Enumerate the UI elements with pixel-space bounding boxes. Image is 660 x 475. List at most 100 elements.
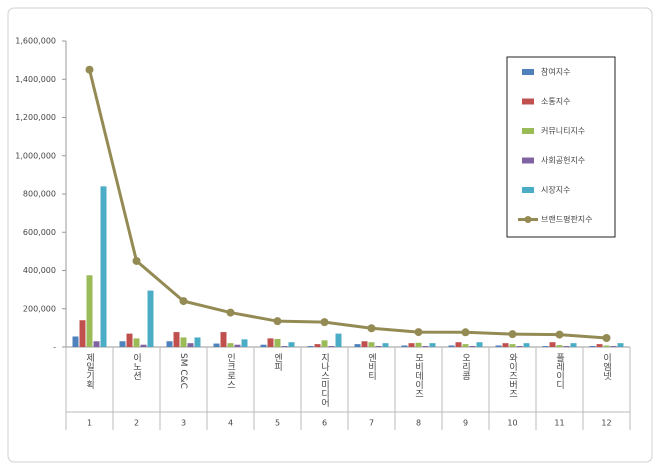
x-tick-label: 오리콤: [460, 353, 470, 380]
category-number: 11: [554, 419, 564, 428]
bar: [610, 346, 617, 347]
bar: [495, 345, 502, 347]
x-tick-label: 인크로스: [225, 353, 235, 389]
bar: [227, 343, 234, 347]
bar: [133, 338, 140, 347]
bar: [502, 343, 509, 347]
bar: [462, 344, 469, 347]
legend-box: [506, 56, 616, 238]
bar: [476, 342, 483, 347]
y-tick-label: 400,000: [23, 266, 56, 275]
category-number: 10: [507, 419, 517, 428]
y-tick-label: 1,400,000: [15, 75, 56, 84]
bar: [354, 344, 361, 347]
bar: [422, 346, 429, 347]
x-tick-label: 플레이디: [554, 353, 564, 390]
y-tick-label: 600,000: [23, 228, 56, 237]
bar: [523, 343, 530, 347]
y-tick-label: 1,200,000: [15, 113, 56, 122]
bar: [147, 290, 154, 347]
legend-swatch: [524, 216, 532, 223]
bar: [448, 345, 455, 347]
category-number: 9: [463, 419, 468, 428]
x-tick-label: 와이즈버즈: [507, 352, 517, 398]
line-marker: [602, 334, 611, 343]
bar: [194, 337, 201, 347]
bar: [469, 346, 476, 347]
legend-label: 참여지수: [541, 67, 570, 77]
x-tick-label: 제일기획: [84, 353, 94, 390]
bar: [288, 342, 295, 347]
bar: [328, 346, 335, 347]
bar: [375, 346, 382, 347]
bar: [180, 337, 187, 347]
bar: [542, 346, 549, 347]
y-tick-label: -: [53, 343, 56, 352]
bar: [79, 320, 86, 347]
bar: [429, 343, 436, 347]
bar: [401, 345, 408, 347]
bar: [382, 343, 389, 347]
bar: [455, 342, 462, 347]
x-tick-label: 지나스미디어: [319, 353, 329, 408]
bar: [213, 343, 220, 347]
bar: [241, 339, 248, 347]
bar: [321, 340, 328, 347]
bar: [314, 344, 321, 347]
category-number: 2: [134, 419, 139, 428]
bar: [556, 345, 563, 347]
legend-label: 소통지수: [541, 97, 570, 106]
legend-label: 커뮤니티지수: [541, 126, 585, 136]
y-tick-label: 1,600,000: [15, 37, 56, 46]
legend-label: 브랜드평판지수: [541, 214, 593, 224]
bar: [570, 343, 577, 347]
category-number: 6: [322, 419, 327, 428]
bar: [549, 342, 556, 347]
x-tick-label: SM C&C: [178, 353, 188, 389]
legend-swatch: [522, 128, 534, 134]
bar: [415, 342, 422, 347]
bar: [260, 344, 267, 347]
x-tick-label: 엔피: [272, 353, 282, 372]
category-number: 8: [416, 419, 421, 428]
legend-swatch: [522, 69, 534, 75]
bar: [307, 346, 314, 347]
line-marker: [179, 297, 188, 306]
y-tick-label: 800,000: [23, 190, 56, 199]
line-marker: [226, 308, 235, 317]
bar: [274, 338, 281, 347]
category-number: 5: [275, 419, 280, 428]
bar: [86, 275, 93, 347]
line-marker: [461, 328, 470, 337]
line: [88, 69, 607, 340]
legend: [506, 56, 616, 238]
bar: [93, 341, 100, 347]
bar: [187, 343, 194, 347]
line-marker: [367, 324, 376, 333]
chart-border: [7, 7, 653, 463]
bar: [166, 341, 173, 347]
bar: [267, 338, 274, 347]
bar: [140, 344, 147, 347]
bar: [603, 345, 610, 347]
x-tick-label: 이노션: [131, 353, 141, 380]
bar: [563, 346, 570, 347]
bar: [617, 343, 624, 347]
bar: [516, 346, 523, 347]
category-number: 3: [181, 419, 186, 428]
x-tick-label: 모비데이즈: [413, 353, 423, 398]
category-number: 7: [369, 419, 374, 428]
bar: [361, 341, 368, 347]
bar: [72, 336, 79, 347]
line-marker: [273, 317, 282, 326]
bar: [335, 333, 342, 347]
x-tick-label: 이엠넷: [601, 353, 611, 381]
legend-swatch: [522, 157, 534, 164]
category-number: 1: [87, 419, 92, 428]
bar: [100, 186, 107, 347]
bar: [173, 332, 180, 347]
line-marker: [508, 330, 517, 339]
bar: [119, 341, 126, 347]
bar: [509, 344, 516, 347]
